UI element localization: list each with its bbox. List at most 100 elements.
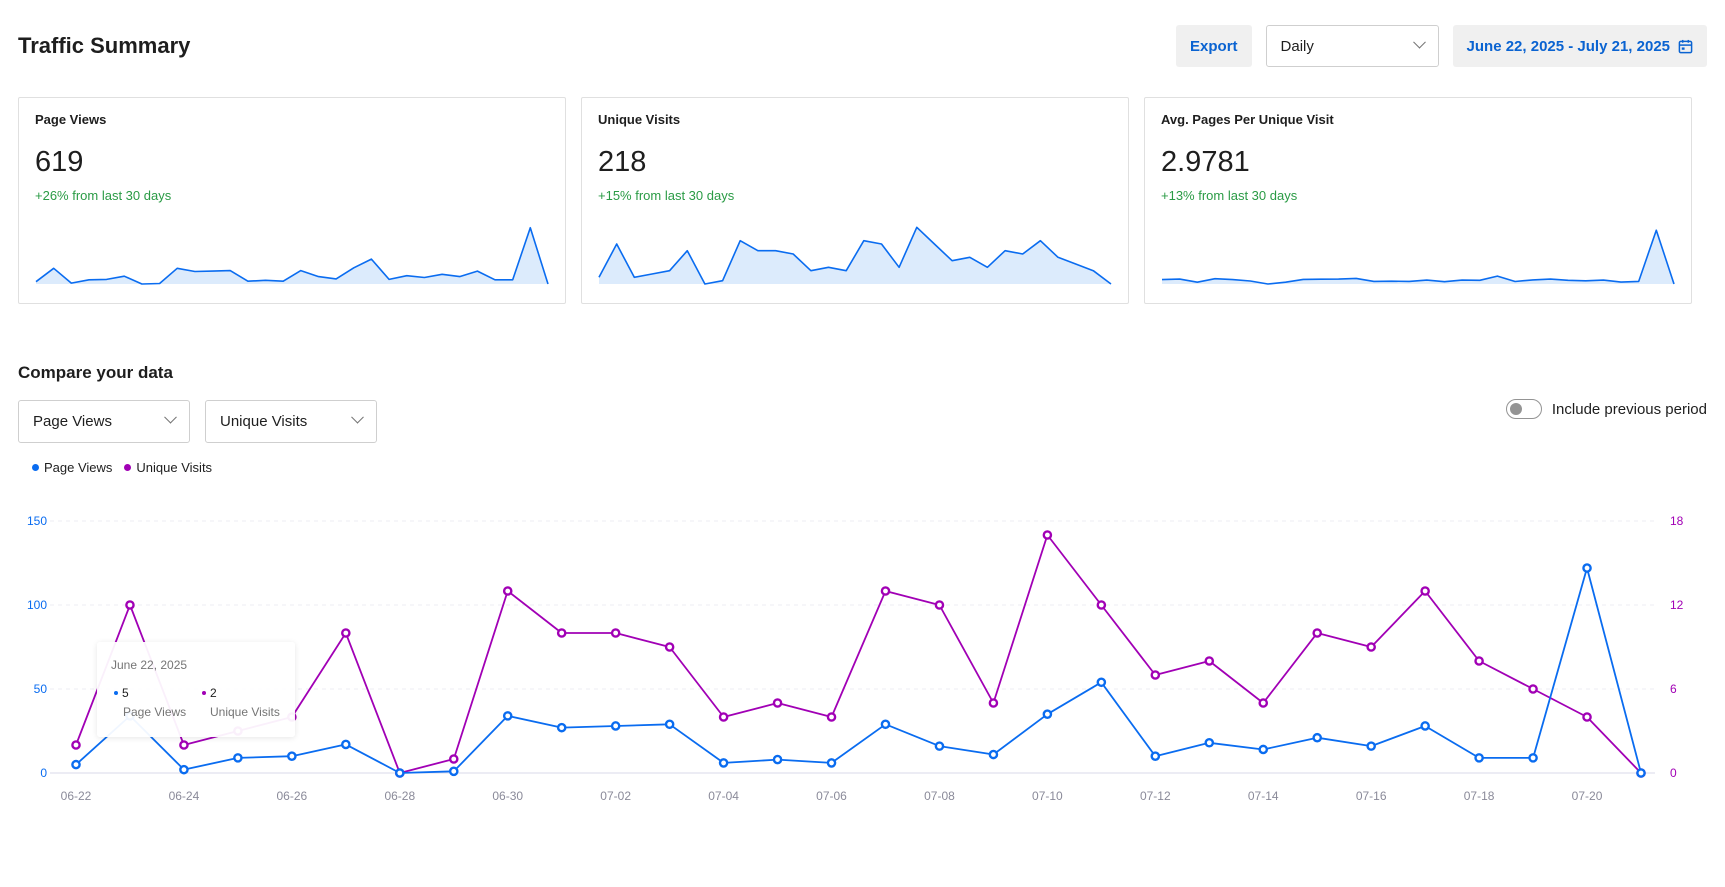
unique-visits-point[interactable] (664, 642, 675, 652)
page-views-point[interactable] (1204, 737, 1215, 748)
page-views-point[interactable] (988, 749, 999, 760)
unique-visits-point[interactable] (1528, 684, 1538, 694)
card-title: Unique Visits (598, 112, 681, 127)
unique-visits-point[interactable] (1474, 656, 1484, 666)
page-views-point[interactable] (610, 721, 621, 731)
tooltip-dot (202, 691, 206, 695)
page-views-point[interactable] (448, 766, 459, 777)
page-views-card: Page Views 619 +26% from last 30 days (18, 97, 566, 304)
unique-visits-point[interactable] (179, 740, 189, 750)
chevron-down-icon (1412, 35, 1426, 49)
page-views-point[interactable] (1258, 744, 1269, 755)
legend-item-page-views[interactable]: Page Views (32, 460, 112, 475)
legend-label: Page Views (44, 460, 113, 475)
legend-item-unique-visits[interactable]: Unique Visits (124, 460, 212, 475)
unique-visits-point[interactable] (988, 698, 999, 708)
x-tick-label: 06-28 (384, 789, 415, 803)
unique-visits-series-line (75, 534, 1642, 774)
unique-visits-point[interactable] (125, 600, 135, 610)
comparison-line-chart: 0 50 100 150 0 6 12 18 06-22 06-24 06-26 06-28 06-30… (27, 514, 1684, 803)
x-tick-label: 06-24 (169, 789, 200, 803)
legend-dot (32, 464, 39, 471)
unique-visits-point[interactable] (556, 628, 567, 638)
page-views-point[interactable] (772, 754, 783, 765)
metric-a-select[interactable]: Page Views (18, 400, 190, 443)
unique-visits-point[interactable] (1312, 628, 1323, 638)
x-tick-label: 07-16 (1356, 789, 1387, 803)
y-right-tick-label: 6 (1670, 682, 1677, 696)
unique-visits-point[interactable] (1258, 698, 1269, 708)
chart-legend: Page Views Unique Visits (32, 460, 212, 475)
x-tick-label: 07-08 (924, 789, 955, 803)
export-button[interactable]: Export (1176, 25, 1252, 67)
page-views-point[interactable] (664, 719, 675, 730)
y-right-tick-label: 12 (1670, 598, 1684, 612)
metric-b-select[interactable]: Unique Visits (205, 400, 377, 443)
page-views-point[interactable] (1150, 751, 1161, 762)
legend-label: Unique Visits (136, 460, 213, 475)
page-views-point[interactable] (718, 758, 729, 768)
unique-visits-point[interactable] (1420, 586, 1430, 596)
y-left-tick-label: 0 (40, 766, 47, 780)
unique-visits-point[interactable] (502, 586, 513, 596)
page-views-point[interactable] (1528, 753, 1538, 763)
unique-visits-point[interactable] (880, 586, 891, 596)
page-views-point[interactable] (1474, 753, 1484, 763)
page-views-point[interactable] (826, 758, 837, 768)
page-views-point[interactable] (341, 739, 351, 750)
unique-visits-point[interactable] (71, 740, 81, 750)
page-views-point[interactable] (71, 759, 81, 770)
page-views-point[interactable] (1636, 768, 1646, 778)
x-tick-label: 07-20 (1572, 789, 1603, 803)
unique-visits-point[interactable] (1366, 642, 1376, 652)
page-views-point[interactable] (502, 711, 513, 721)
y-right-tick-label: 0 (1670, 766, 1677, 780)
period-select[interactable]: Daily (1265, 25, 1439, 67)
card-value: 218 (598, 146, 647, 178)
page-views-point[interactable] (934, 741, 945, 751)
unique-visits-point[interactable] (772, 698, 783, 708)
unique-visits-point[interactable] (341, 628, 351, 638)
unique-visits-point[interactable] (1150, 670, 1161, 680)
unique-visits-point[interactable] (610, 628, 621, 638)
date-range-label: June 22, 2025 - July 21, 2025 (1466, 37, 1670, 55)
date-range-button[interactable]: June 22, 2025 - July 21, 2025 (1452, 25, 1707, 67)
x-tick-label: 07-04 (708, 789, 739, 803)
unique-visits-point[interactable] (826, 712, 837, 722)
page-views-point[interactable] (1582, 563, 1592, 573)
unique-visits-sparkline (598, 226, 1112, 285)
card-delta: +13% from last 30 days (1161, 188, 1298, 203)
x-tick-label: 07-06 (816, 789, 847, 803)
unique-visits-point[interactable] (1204, 656, 1215, 666)
page-views-point[interactable] (556, 722, 567, 733)
unique-visits-point[interactable] (448, 754, 459, 764)
unique-visits-point[interactable] (1582, 712, 1592, 722)
x-tick-label: 06-26 (277, 789, 308, 803)
page-views-point[interactable] (1312, 732, 1323, 743)
page-views-point[interactable] (1366, 741, 1376, 751)
x-tick-label: 06-30 (492, 789, 523, 803)
page-views-point[interactable] (394, 768, 405, 778)
unique-visits-point[interactable] (1042, 530, 1053, 540)
include-previous-toggle[interactable] (1505, 399, 1542, 419)
x-tick-label: 07-02 (600, 789, 631, 803)
tooltip-page-views-value: 5 (114, 686, 129, 700)
calendar-icon (1678, 39, 1693, 53)
page-views-point[interactable] (233, 753, 243, 763)
page-views-point[interactable] (179, 764, 189, 775)
tooltip-value: 5 (122, 686, 129, 700)
card-delta: +15% from last 30 days (598, 188, 735, 203)
unique-visits-card: Unique Visits 218 +15% from last 30 days (581, 97, 1129, 304)
page-views-point[interactable] (1096, 677, 1107, 688)
unique-visits-point[interactable] (1096, 600, 1107, 610)
metric-b-select-value: Unique Visits (220, 413, 308, 430)
unique-visits-point[interactable] (718, 712, 729, 722)
page-views-point[interactable] (287, 751, 297, 762)
tooltip-dot (114, 691, 118, 695)
page-views-point[interactable] (1042, 709, 1053, 719)
unique-visits-point[interactable] (934, 600, 945, 610)
page-views-point[interactable] (1420, 721, 1430, 731)
y-left-tick-label: 100 (27, 598, 47, 612)
tooltip-unique-visits-value: 2 (202, 686, 217, 700)
page-views-point[interactable] (880, 719, 891, 730)
